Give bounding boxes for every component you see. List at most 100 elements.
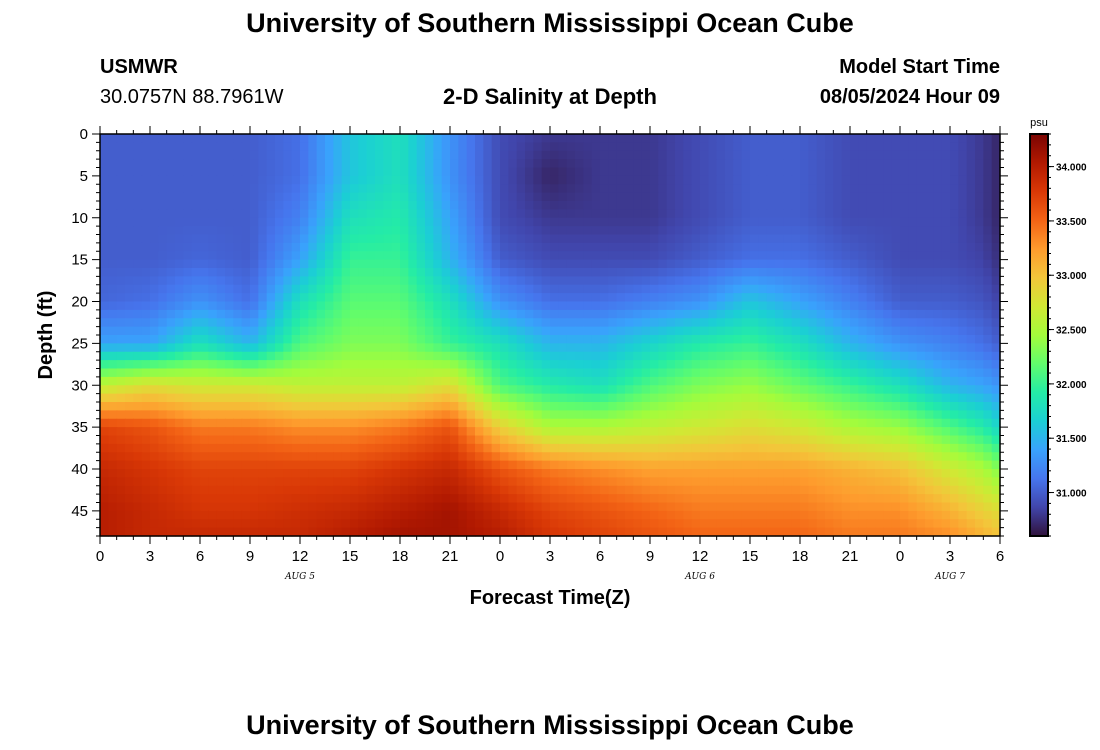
heatmap-cell [458,192,468,202]
heatmap-cell [825,217,834,227]
heatmap-cell [741,159,751,169]
heatmap-cell [366,360,376,370]
heatmap-cell [991,402,1001,411]
heatmap-cell [975,268,984,277]
heatmap-cell [658,393,668,403]
heatmap-cell [200,150,209,160]
heatmap-cell [591,469,601,478]
heatmap-cell [350,242,359,252]
heatmap-cell [325,226,334,236]
heatmap-cell [208,469,218,478]
heatmap-cell [391,343,401,353]
heatmap-cell [116,452,126,462]
heatmap-cell [900,217,909,227]
heatmap-cell [983,201,993,210]
heatmap-cell [600,209,609,219]
heatmap-cell [258,284,268,294]
heatmap-cell [966,150,976,160]
heatmap-cell [666,410,676,420]
heatmap-cell [458,209,468,219]
heatmap-cell [500,251,509,261]
heatmap-cell [908,326,918,336]
heatmap-cell [575,510,584,520]
heatmap-cell [683,494,693,504]
heatmap-cell [966,443,976,453]
heatmap-cell [491,376,501,386]
heatmap-cell [116,360,126,370]
heatmap-cell [283,201,293,210]
heatmap-cell [591,309,601,319]
heatmap-cell [900,360,909,370]
heatmap-cell [700,259,709,269]
heatmap-cell [541,234,551,244]
heatmap-cell [341,309,351,319]
heatmap-cell [166,318,176,328]
heatmap-cell [166,452,176,462]
heatmap-cell [541,251,551,261]
heatmap-cell [100,460,109,470]
heatmap-cell [641,217,651,227]
heatmap-cell [216,318,226,328]
heatmap-cell [533,393,543,403]
heatmap-cell [341,284,351,294]
heatmap-cell [750,142,759,152]
heatmap-cell [658,167,668,177]
heatmap-cell [616,326,626,336]
heatmap-cell [475,418,484,428]
heatmap-cell [458,376,468,386]
heatmap-cell [625,242,634,252]
heatmap-cell [641,209,651,219]
heatmap-cell [575,159,584,169]
heatmap-cell [141,192,151,202]
heatmap-cell [566,435,576,445]
heatmap-cell [350,360,359,370]
heatmap-cell [666,175,676,185]
heatmap-cell [875,242,884,252]
heatmap-cell [866,142,876,152]
heatmap-cell [241,410,251,420]
heatmap-cell [625,226,634,236]
heatmap-cell [100,134,109,143]
heatmap-cell [666,234,676,244]
heatmap-cell [200,226,209,236]
heatmap-cell [691,376,701,386]
heatmap-cell [516,184,526,194]
heatmap-cell [308,234,318,244]
heatmap-cell [966,192,976,202]
heatmap-cell [633,201,643,210]
heatmap-cell [933,217,943,227]
heatmap-cell [516,209,526,219]
heatmap-cell [550,318,559,328]
heatmap-cell [716,326,726,336]
heatmap-cell [650,175,659,185]
heatmap-cell [716,502,726,512]
heatmap-cell [750,360,759,370]
heatmap-cell [700,418,709,428]
heatmap-cell [883,460,893,470]
heatmap-cell [458,301,468,311]
heatmap-cell [850,192,859,202]
heatmap-cell [158,343,168,353]
heatmap-cell [883,368,893,378]
heatmap-cell [333,460,343,470]
heatmap-cell [466,385,476,395]
heatmap-cell [500,402,509,411]
heatmap-cell [266,201,276,210]
heatmap-cell [916,376,926,386]
heatmap-cell [191,234,201,244]
heatmap-cell [983,418,993,428]
heatmap-cell [550,184,559,194]
heatmap-cell [750,167,759,177]
heatmap-cell [108,443,118,453]
heatmap-cell [283,494,293,504]
heatmap-cell [658,175,668,185]
heatmap-cell [933,502,943,512]
heatmap-cell [750,301,759,311]
heatmap-cell [491,318,501,328]
heatmap-cell [575,251,584,261]
heatmap-cell [300,402,309,411]
heatmap-cell [366,217,376,227]
heatmap-cell [591,301,601,311]
heatmap-cell [116,494,126,504]
heatmap-cell [883,276,893,286]
